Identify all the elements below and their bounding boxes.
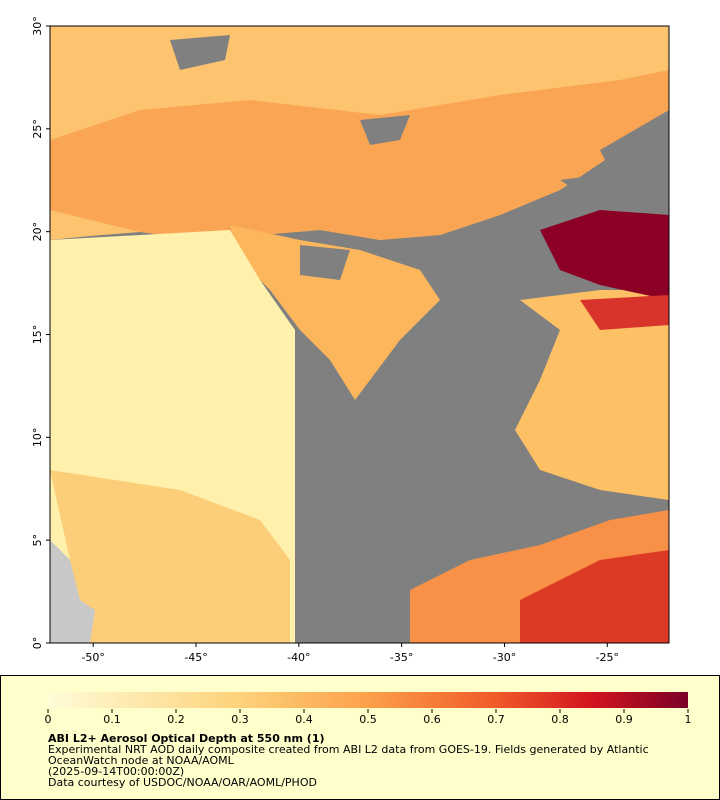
time-label: (2025-09-14T00:00:00Z) [48, 765, 184, 778]
colorbar-tick-label: 0.7 [487, 713, 505, 726]
x-tick-label: -40° [287, 651, 310, 664]
x-tick-label: -25° [596, 651, 619, 664]
map-image [50, 26, 669, 643]
colorbar [48, 692, 688, 708]
x-tick-label: -30° [493, 651, 516, 664]
colorbar-tick-label: 0.8 [551, 713, 569, 726]
colorbar-tick-label: 0.2 [167, 713, 185, 726]
colorbar-tick-label: 0.3 [231, 713, 249, 726]
y-tick-label: 0° [31, 637, 44, 650]
description-line: OceanWatch node at NOAA/AOML [48, 754, 235, 767]
colorbar-tick-label: 0.4 [295, 713, 313, 726]
y-tick-label: 5° [31, 534, 44, 547]
x-tick-label: -35° [390, 651, 413, 664]
colorbar-tick-label: 0.1 [103, 713, 121, 726]
y-tick-label: 10° [31, 428, 44, 448]
description-line: Experimental NRT AOD daily composite cre… [48, 743, 649, 756]
y-tick-label: 20° [31, 222, 44, 242]
colorbar-tick-label: 0.5 [359, 713, 377, 726]
x-tick-label: -45° [184, 651, 207, 664]
legend-title: ABI L2+ Aerosol Optical Depth at 550 nm … [48, 732, 325, 745]
y-tick-label: 25° [31, 119, 44, 139]
credit: Data courtesy of USDOC/NOAA/OAR/AOML/PHO… [48, 776, 317, 789]
y-tick-label: 30° [31, 16, 44, 36]
colorbar-tick-label: 0 [45, 713, 52, 726]
y-tick-label: 15° [31, 325, 44, 345]
x-tick-label: -50° [81, 651, 104, 664]
colorbar-tick-label: 0.9 [615, 713, 633, 726]
colorbar-tick-label: 1 [685, 713, 692, 726]
colorbar-tick-label: 0.6 [423, 713, 441, 726]
